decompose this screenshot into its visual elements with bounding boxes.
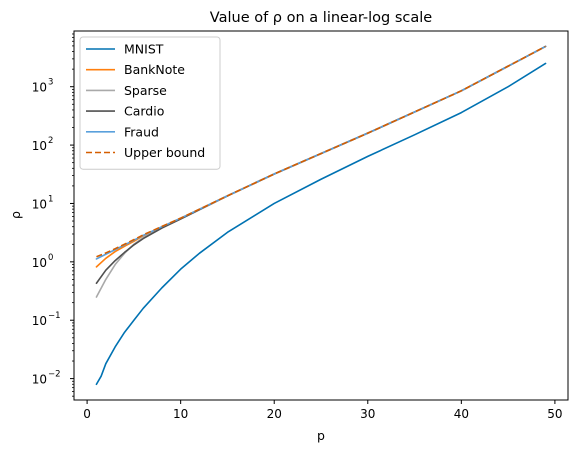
- x-tick-label: 10: [173, 407, 188, 421]
- legend-label: MNIST: [124, 42, 164, 57]
- legend-label: Upper bound: [124, 145, 205, 160]
- y-axis-label: ρ: [8, 211, 23, 219]
- y-tick-base: 10: [32, 256, 47, 270]
- y-tick-base: 10: [32, 197, 47, 211]
- y-tick-label: 10: [32, 373, 47, 387]
- y-tick-label: 10: [32, 139, 47, 153]
- y-tick-exponent: 0: [48, 253, 53, 263]
- y-tick-label: 10: [32, 256, 47, 270]
- y-tick-label: 10: [32, 314, 47, 328]
- y-tick-base: 10: [32, 314, 47, 328]
- x-axis-label: p: [317, 428, 325, 443]
- y-tick-exponent: 3: [48, 78, 53, 88]
- x-tick-label: 20: [267, 407, 282, 421]
- legend-label: Cardio: [124, 104, 164, 119]
- y-tick-base: 10: [32, 139, 47, 153]
- y-tick-exponent: −1: [48, 311, 61, 321]
- y-tick-exponent: 1: [48, 194, 53, 204]
- y-tick-exponent: 2: [48, 136, 53, 146]
- y-tick-label: 10: [32, 197, 47, 211]
- legend-label: Fraud: [124, 124, 159, 139]
- x-tick-label: 0: [83, 407, 91, 421]
- x-tick-label: 30: [360, 407, 375, 421]
- y-tick-base: 10: [32, 373, 47, 387]
- y-tick-exponent: −2: [48, 370, 61, 380]
- x-tick-label: 40: [454, 407, 469, 421]
- legend-label: BankNote: [124, 62, 185, 77]
- y-tick-base: 10: [32, 81, 47, 95]
- chart-title: Value of ρ on a linear-log scale: [210, 10, 432, 26]
- legend: MNIST BankNote Sparse Cardio Fraud Upper boun…: [80, 37, 220, 169]
- y-tick-label: 10: [32, 81, 47, 95]
- x-tick-label: 50: [547, 407, 562, 421]
- legend-label: Sparse: [124, 83, 167, 98]
